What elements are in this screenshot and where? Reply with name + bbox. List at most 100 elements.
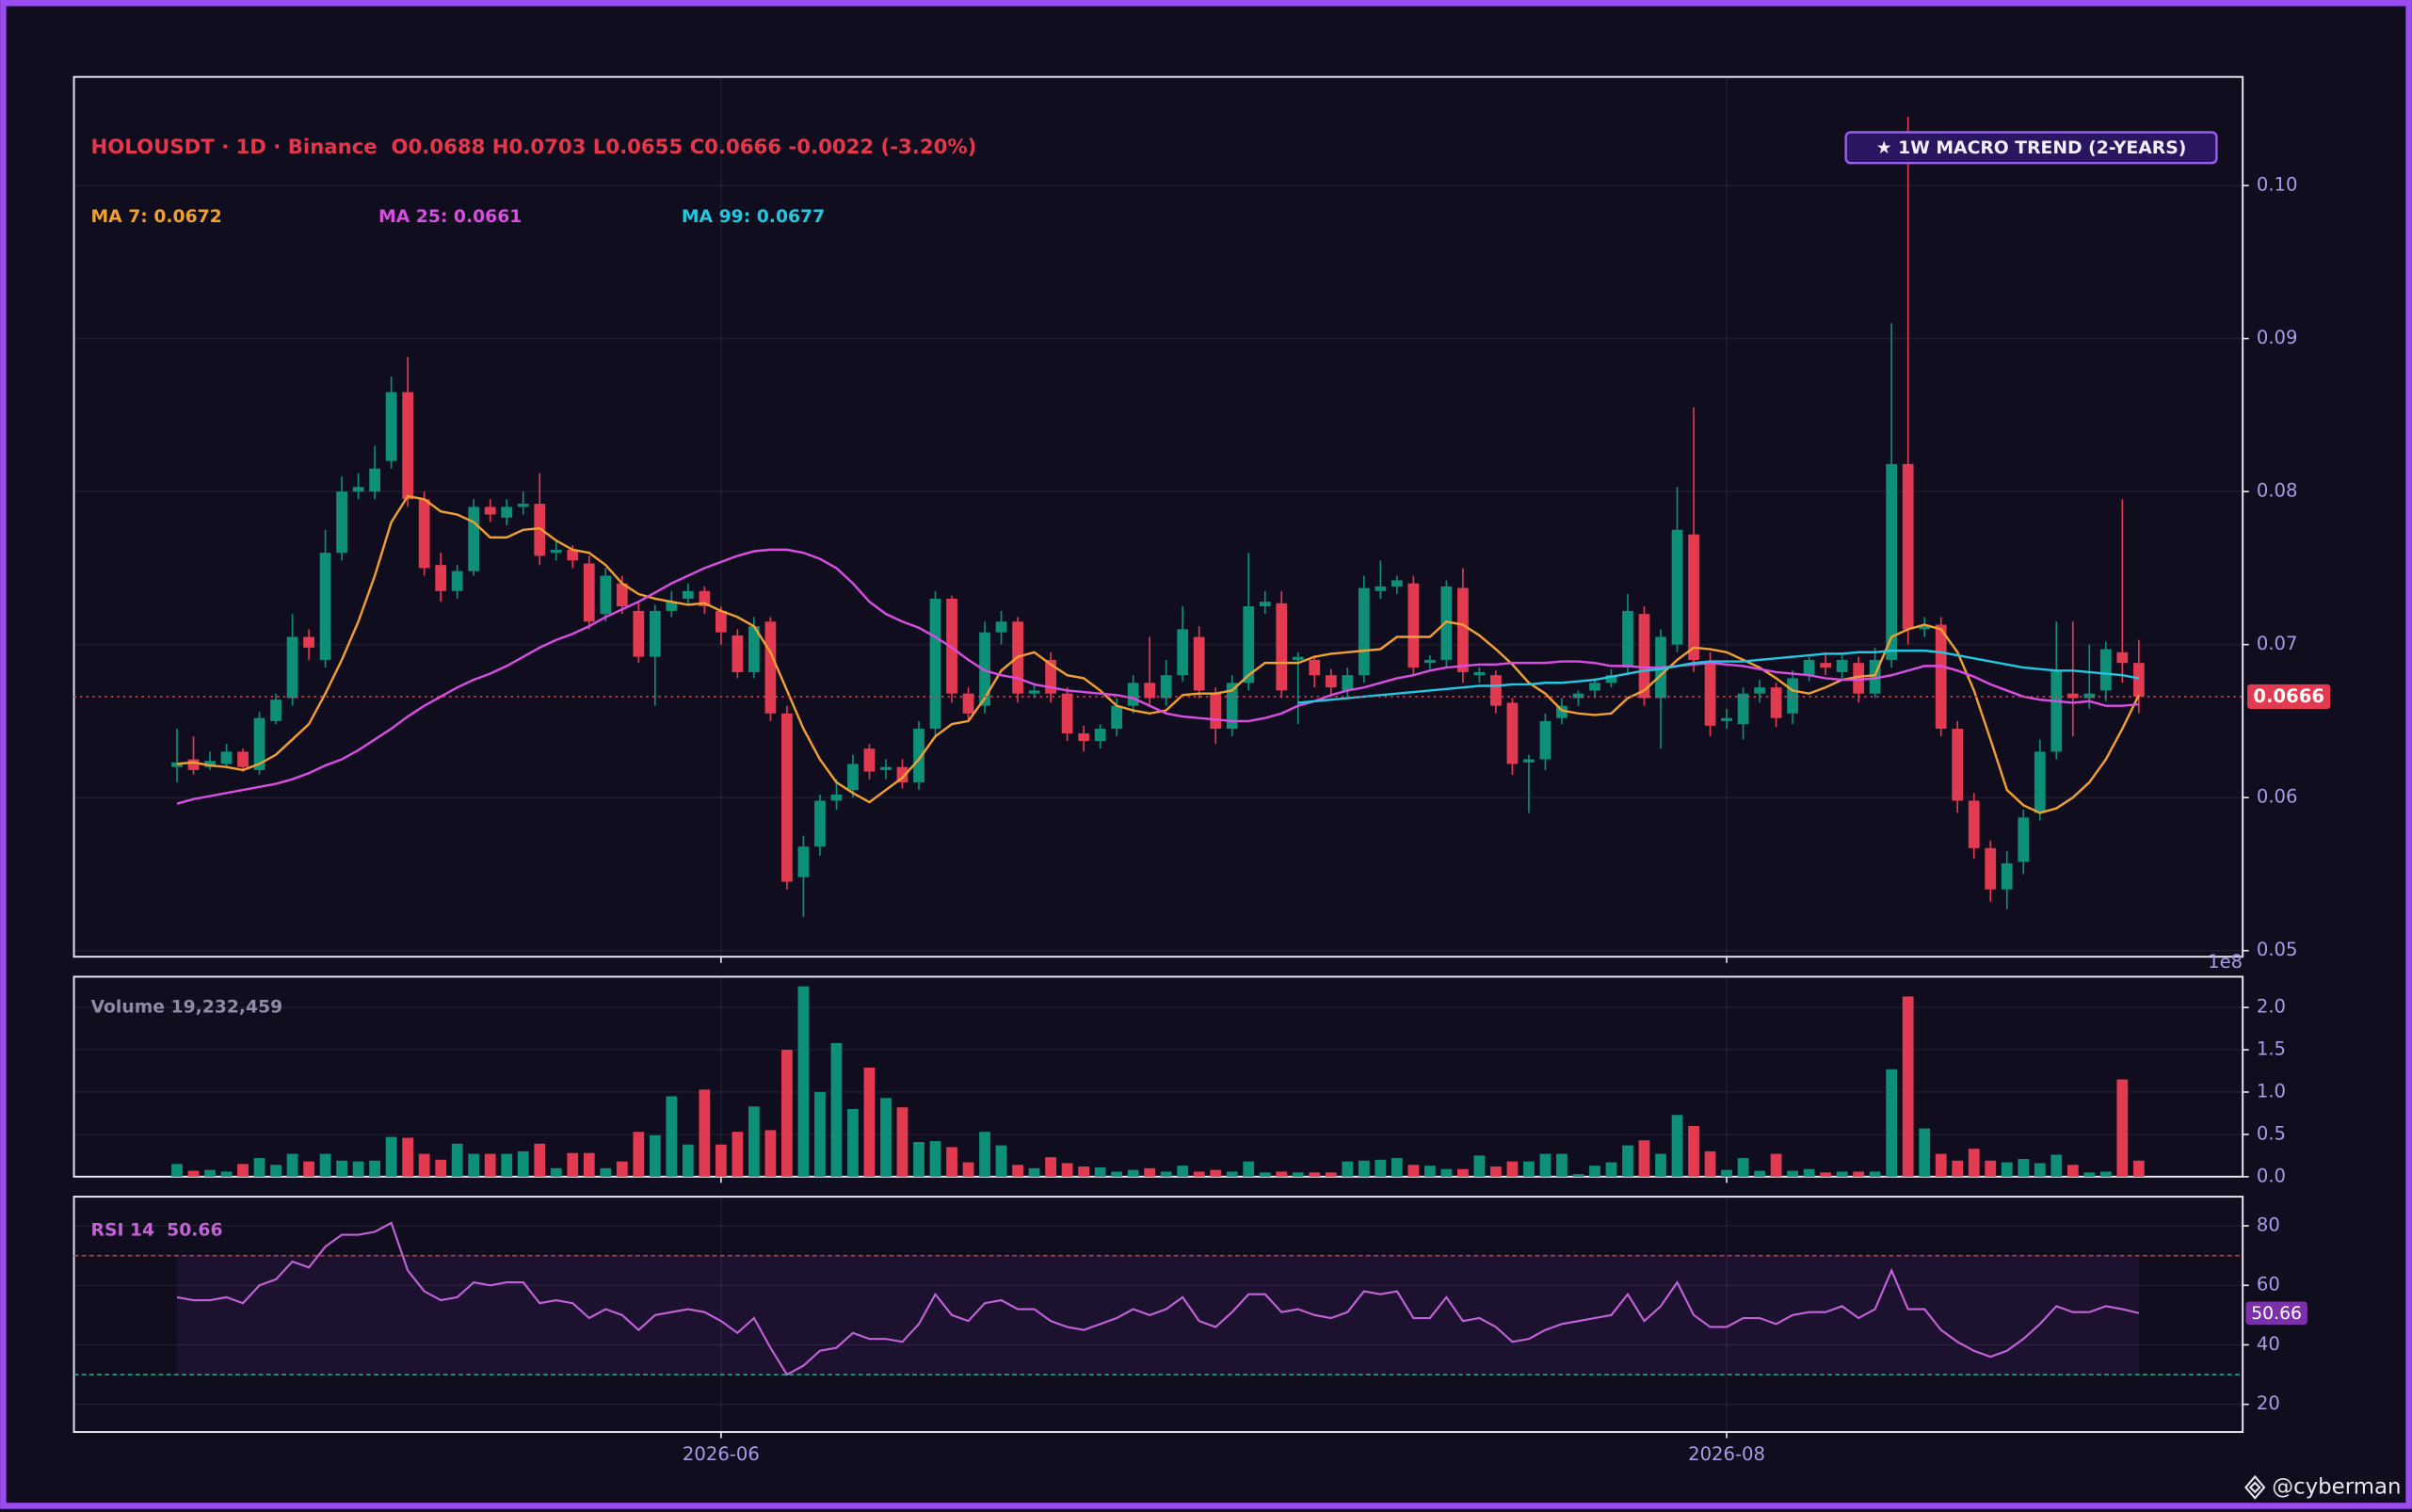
candle-body <box>418 499 430 569</box>
volume-bar <box>732 1132 744 1177</box>
candle-body <box>1902 463 1914 630</box>
y-tick-label: 0.0 <box>2257 1165 2286 1186</box>
volume-bar <box>402 1137 414 1177</box>
candle-body <box>1589 683 1600 691</box>
candle-body <box>1144 683 1156 699</box>
volume-bar <box>764 1130 777 1177</box>
candle-body <box>781 713 793 882</box>
candle-body <box>1935 624 1947 730</box>
candle-body <box>1358 587 1370 676</box>
candle-body <box>1523 759 1535 763</box>
y-tick-label: 40 <box>2257 1333 2280 1355</box>
volume-bar <box>286 1153 298 1177</box>
candle-body <box>649 610 661 657</box>
volume-bar <box>1556 1153 1568 1177</box>
candle-body <box>913 729 925 782</box>
volume-bar <box>1770 1153 1782 1177</box>
volume-bar <box>1276 1171 1288 1177</box>
volume-bar <box>336 1160 347 1177</box>
volume-bar <box>1902 996 1914 1177</box>
volume-bar <box>1490 1166 1502 1177</box>
volume-panel <box>72 975 2244 1178</box>
candle-body <box>2132 663 2145 697</box>
candle-body <box>1622 610 1633 668</box>
candle-body <box>732 635 744 672</box>
volume-bar <box>1358 1160 1370 1177</box>
offset-label: 1e8 <box>2208 951 2243 973</box>
candle-body <box>237 751 249 767</box>
volume-bar <box>1078 1166 1089 1177</box>
volume-bar <box>1440 1168 1453 1177</box>
candle-body <box>962 693 974 714</box>
candle-body <box>534 504 546 556</box>
volume-bar <box>847 1108 859 1177</box>
volume-bar <box>1935 1153 1947 1177</box>
candle-body <box>2099 649 2112 691</box>
candle-body <box>2066 693 2079 699</box>
volume-bar <box>1391 1158 1403 1177</box>
volume-bar <box>1028 1167 1040 1177</box>
candle-body <box>1094 729 1106 742</box>
candle-body <box>402 392 414 500</box>
volume-bar <box>435 1159 447 1177</box>
candle-body <box>270 700 281 721</box>
candle-body <box>1160 675 1172 699</box>
rsi-label: RSI 14 50.66 <box>91 1221 223 1241</box>
volume-bar <box>1605 1162 1617 1177</box>
candle-body <box>1177 629 1189 676</box>
y-tick-label: 0.07 <box>2257 633 2298 654</box>
candle-body <box>1869 659 1881 694</box>
candle-body <box>797 846 810 877</box>
volume-bar <box>830 1042 843 1177</box>
rsi-line <box>176 1221 2140 1376</box>
volume-bar <box>1226 1171 1238 1177</box>
candle-body <box>220 751 233 764</box>
volume-bar <box>187 1170 200 1177</box>
volume-bar <box>385 1136 397 1177</box>
volume-bar <box>1572 1174 1584 1177</box>
y-tick-label: 0.05 <box>2257 939 2298 960</box>
volume-bar <box>484 1153 496 1177</box>
volume-bar <box>1342 1161 1354 1177</box>
plot-layer: 0.05 0.06 0.07 0.08 0.09 0.10 MA 7: 0.0672 MA 2… <box>73 76 2331 1465</box>
volume-bar <box>2066 1165 2079 1177</box>
x-tick-label: 2026-08 <box>1688 1443 1765 1465</box>
candle-body <box>2018 817 2030 862</box>
volume-bar <box>1671 1115 1683 1177</box>
volume-bar <box>1886 1069 1898 1177</box>
candle-body <box>1309 659 1321 676</box>
candle-body <box>385 392 397 461</box>
volume-bar <box>567 1152 579 1177</box>
volume-bar <box>2083 1172 2096 1177</box>
volume-bar <box>1111 1171 1123 1177</box>
volume-bar <box>1721 1169 1732 1177</box>
volume-bar <box>715 1144 727 1177</box>
candle-body <box>715 610 727 633</box>
candle-body <box>352 487 364 492</box>
volume-bar <box>699 1089 711 1177</box>
volume-bar <box>995 1145 1007 1177</box>
candle-body <box>1556 705 1568 718</box>
candle-body <box>1456 587 1469 672</box>
candle-body <box>1968 800 1980 848</box>
volume-bar <box>1423 1166 1436 1177</box>
candle-body <box>1243 606 1255 684</box>
candle-body <box>1210 693 1222 730</box>
volume-bar <box>929 1141 941 1177</box>
candle-body <box>2116 651 2129 664</box>
x-tick-label: 2026-06 <box>683 1443 760 1465</box>
volume-bar <box>2001 1162 2013 1177</box>
volume-bar <box>2099 1171 2112 1177</box>
volume-bar <box>649 1134 661 1177</box>
volume-bar <box>2132 1160 2145 1177</box>
volume-bar <box>1952 1160 1964 1177</box>
volume-bar <box>1820 1172 1832 1177</box>
volume-bar <box>666 1096 678 1177</box>
volume-bar <box>1589 1166 1600 1177</box>
watermark: @cyberman <box>2272 1474 2401 1499</box>
y-tick-label: 0.10 <box>2257 174 2298 196</box>
volume-bar <box>1919 1128 1931 1177</box>
volume-bar <box>1754 1170 1765 1177</box>
volume-bar <box>1127 1169 1139 1177</box>
